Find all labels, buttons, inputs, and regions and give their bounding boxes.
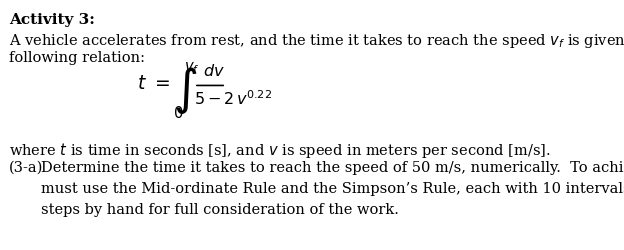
Text: steps by hand for full consideration of the work.: steps by hand for full consideration of …: [41, 203, 399, 217]
Text: following relation:: following relation:: [9, 51, 145, 65]
Text: where $t$ is time in seconds [s], and $v$ is speed in meters per second [m/s].: where $t$ is time in seconds [s], and $v…: [9, 141, 550, 160]
Text: $0$: $0$: [173, 105, 183, 121]
Text: $\int$: $\int$: [173, 65, 198, 116]
Text: $5 - 2\,v^{0.22}$: $5 - 2\,v^{0.22}$: [194, 90, 272, 109]
Text: must use the Mid-ordinate Rule and the Simpson’s Rule, each with 10 intervals.  : must use the Mid-ordinate Rule and the S…: [41, 182, 624, 196]
Text: Determine the time it takes to reach the speed of 50 m/s, numerically.  To achie: Determine the time it takes to reach the…: [41, 161, 624, 175]
Text: $dv$: $dv$: [203, 63, 225, 80]
Text: $t\ =$: $t\ =$: [137, 75, 170, 93]
Text: $v_f$: $v_f$: [184, 60, 199, 76]
Text: (3-a): (3-a): [9, 161, 43, 175]
Text: Activity 3:: Activity 3:: [9, 12, 95, 26]
Text: A vehicle accelerates from rest, and the time it takes to reach the speed $v_f$ : A vehicle accelerates from rest, and the…: [9, 32, 624, 50]
